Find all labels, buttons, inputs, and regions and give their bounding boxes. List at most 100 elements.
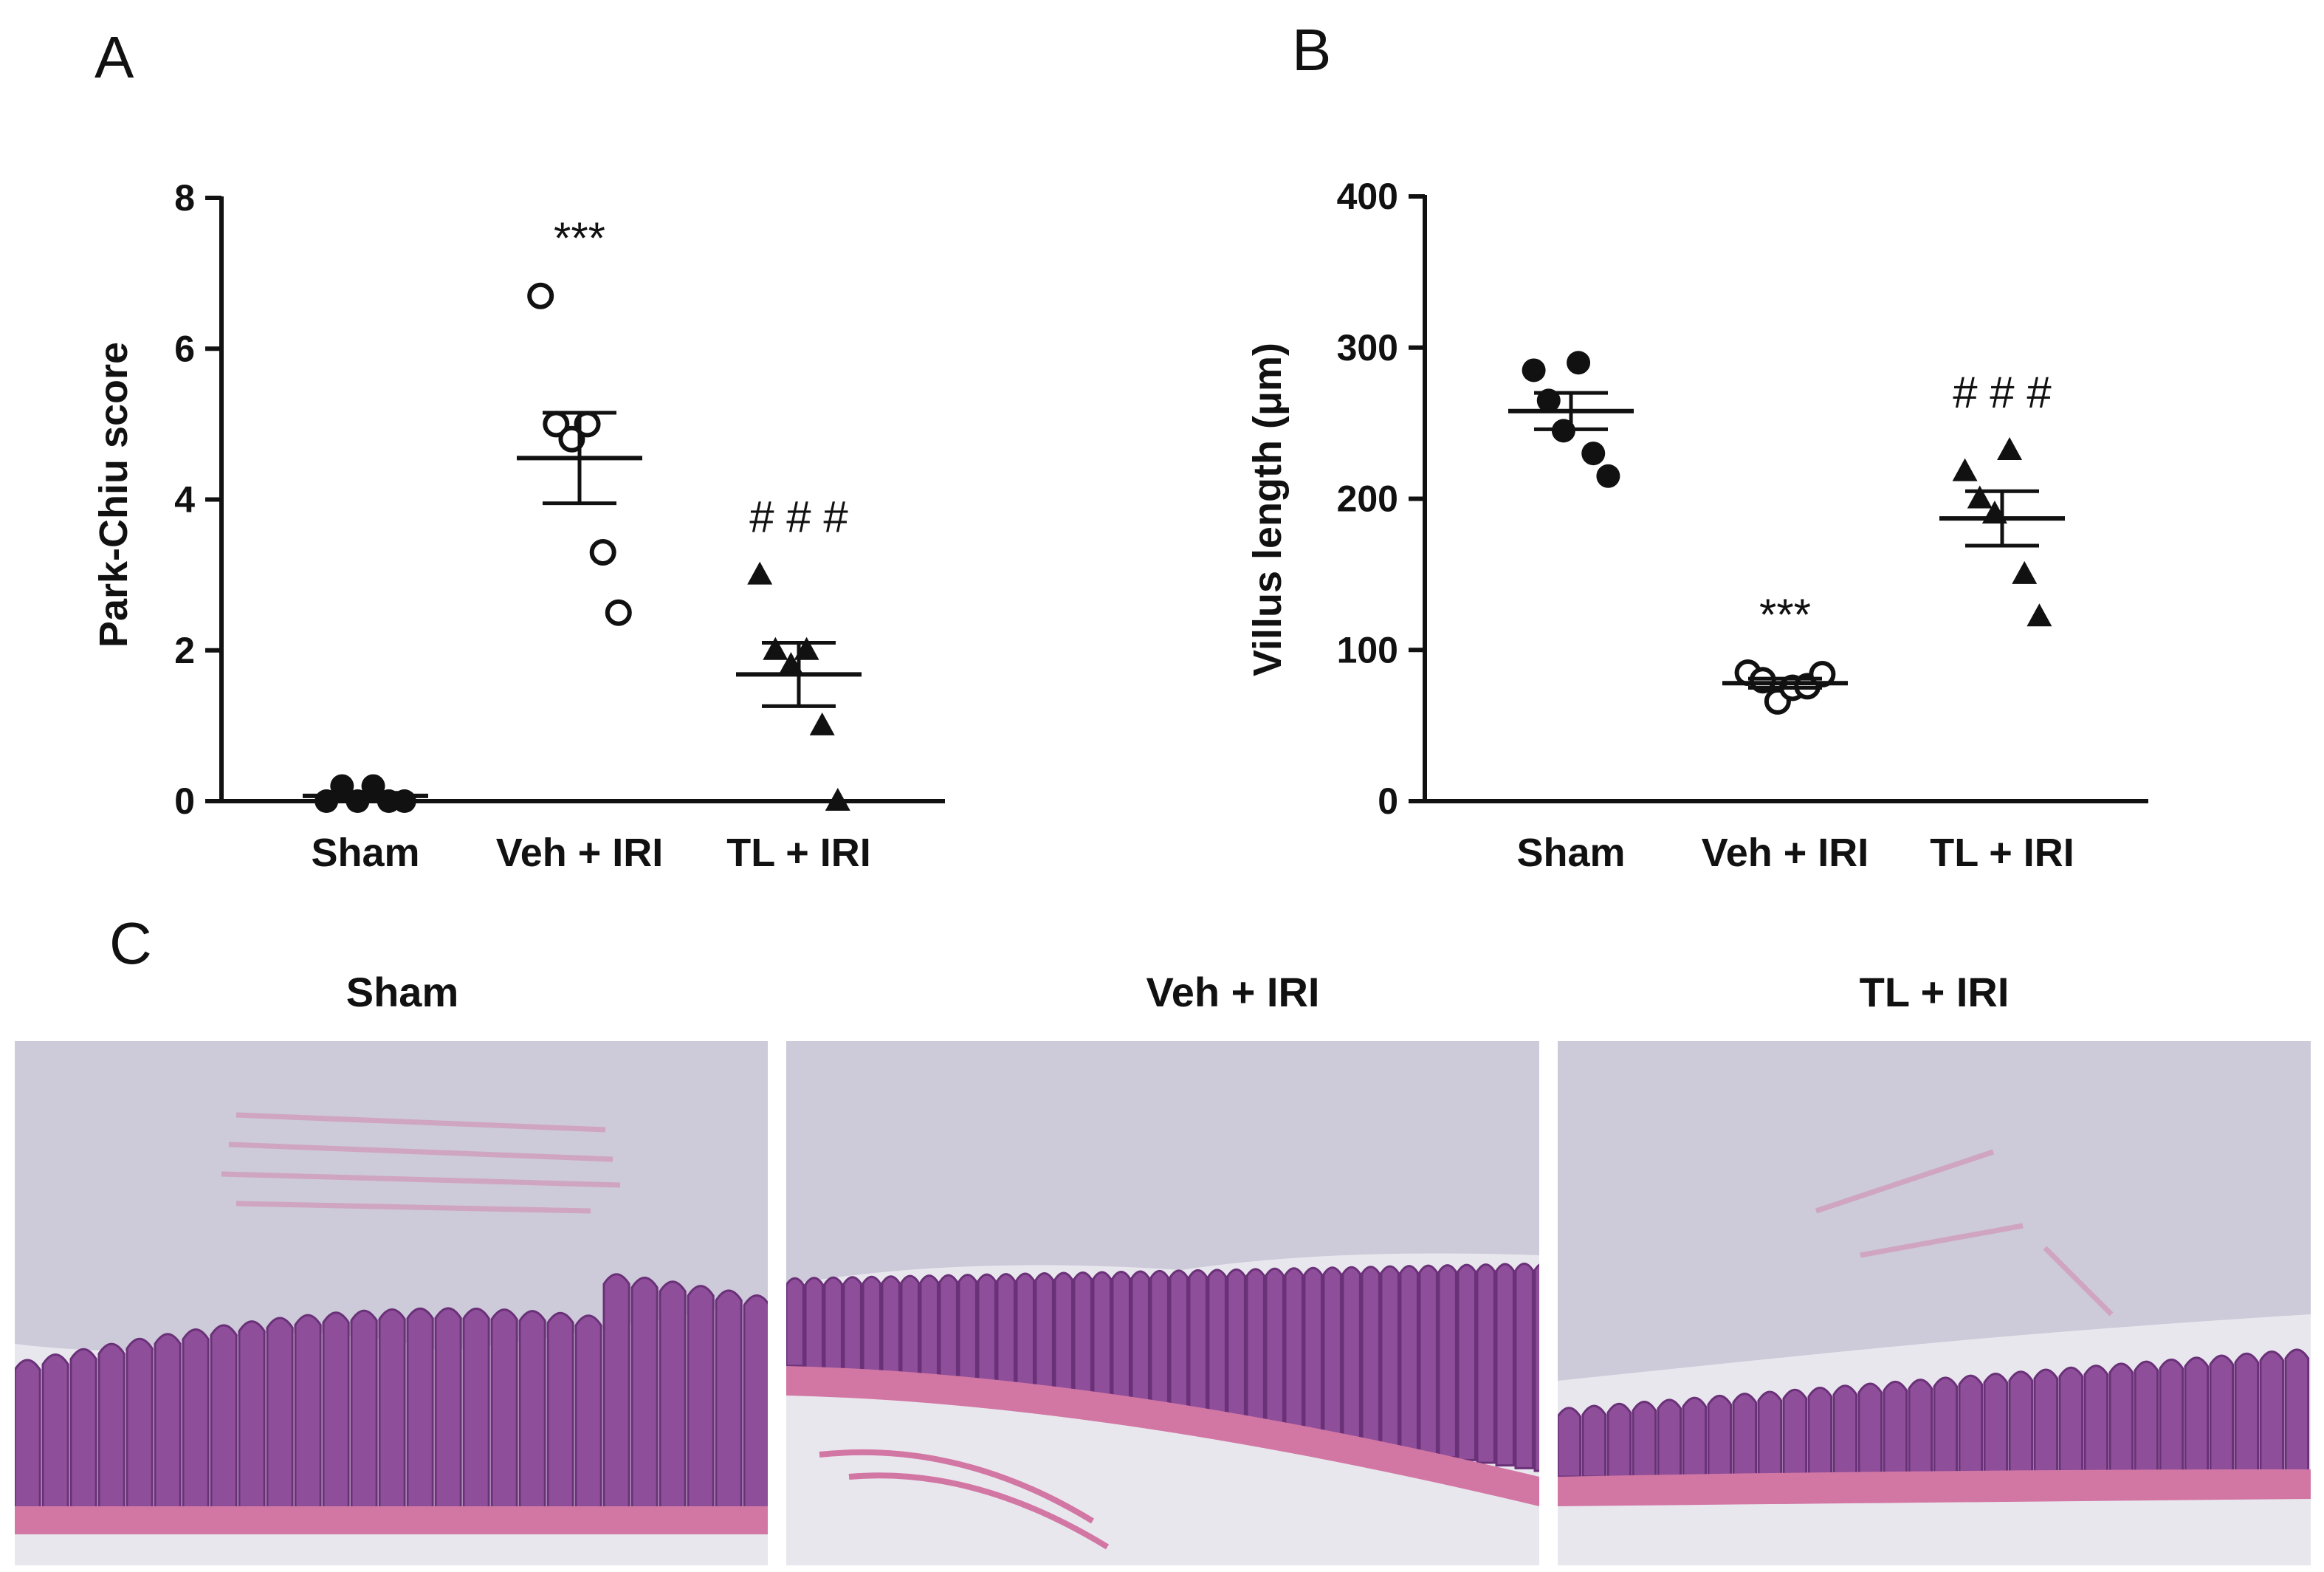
villus xyxy=(2108,1362,2134,1478)
villus xyxy=(1188,1269,1208,1424)
data-point xyxy=(825,788,850,811)
villus xyxy=(1857,1382,1883,1478)
significance-label: # # # xyxy=(1953,368,2052,417)
villus xyxy=(602,1273,630,1511)
significance-label: *** xyxy=(554,213,605,263)
data-point xyxy=(1596,464,1620,488)
villus xyxy=(1606,1402,1632,1478)
villus xyxy=(1418,1264,1438,1456)
villus xyxy=(1073,1271,1093,1408)
micrograph-veh-iri xyxy=(786,1041,1539,1565)
villus xyxy=(1457,1263,1476,1461)
villus xyxy=(2234,1352,2260,1478)
debris-region xyxy=(786,1041,1539,1285)
villus xyxy=(862,1275,881,1379)
villus xyxy=(804,1277,824,1370)
micrograph-label-tl-iri: TL + IRI xyxy=(1860,969,2010,1015)
villus xyxy=(1958,1374,1984,1478)
villus xyxy=(2058,1366,2084,1478)
villus xyxy=(1533,1263,1539,1472)
villus xyxy=(659,1280,687,1511)
vessel xyxy=(819,1449,1110,1550)
villus xyxy=(2083,1365,2109,1478)
data-point xyxy=(589,538,616,566)
villus xyxy=(1284,1267,1304,1438)
villus xyxy=(1015,1272,1035,1400)
villus xyxy=(1581,1404,1607,1478)
chart-park-chiu: Park-Chiu score 0 2 4 6 8 Sham Veh + IRI TL + I… xyxy=(92,177,945,875)
villus xyxy=(996,1273,1016,1397)
villus xyxy=(842,1276,862,1376)
villus xyxy=(210,1324,238,1511)
villus xyxy=(823,1276,843,1373)
y-tick-label: 200 xyxy=(1337,478,1398,520)
x-category-label: TL + IRI xyxy=(1930,831,2074,875)
villus xyxy=(715,1289,743,1511)
villi xyxy=(786,1263,1539,1472)
villus xyxy=(266,1317,294,1511)
villus xyxy=(881,1275,901,1381)
villus xyxy=(1207,1269,1227,1427)
villus xyxy=(322,1311,350,1511)
villus xyxy=(1437,1264,1457,1459)
muscularis-layer xyxy=(15,1506,768,1534)
villus xyxy=(238,1320,266,1511)
villus xyxy=(1322,1266,1342,1443)
villus xyxy=(69,1348,97,1511)
villus xyxy=(1130,1270,1150,1416)
villus xyxy=(546,1311,574,1511)
villus xyxy=(900,1274,920,1384)
villus xyxy=(1361,1266,1381,1448)
villus xyxy=(1883,1380,1908,1478)
y-tick-label: 2 xyxy=(174,630,195,671)
villus xyxy=(1514,1263,1534,1469)
data-point xyxy=(763,636,788,660)
chart-villus-length: Villus length (μm) 0 100 200 300 400 Sham Veh … xyxy=(1245,176,2148,875)
villus xyxy=(434,1307,462,1511)
y-tick-label: 0 xyxy=(174,780,195,822)
villus xyxy=(1558,1407,1582,1478)
y-tick-label: 300 xyxy=(1337,327,1398,368)
villus xyxy=(1053,1271,1073,1405)
x-category-label: Veh + IRI xyxy=(1702,831,1869,875)
villus xyxy=(154,1333,182,1511)
significance-label: *** xyxy=(1759,590,1811,639)
villus xyxy=(1399,1265,1419,1453)
villus xyxy=(350,1309,378,1511)
data-point xyxy=(1997,436,2023,460)
villus xyxy=(786,1277,805,1367)
data-point xyxy=(527,282,554,309)
serosa-band xyxy=(786,1366,1539,1506)
villus xyxy=(406,1307,434,1511)
panel-letter-b: B xyxy=(1292,17,1331,83)
villus xyxy=(1832,1384,1858,1478)
y-tick-label: 100 xyxy=(1337,629,1398,670)
villus xyxy=(1908,1379,1933,1478)
villus xyxy=(1341,1266,1361,1446)
villus xyxy=(15,1359,41,1511)
villus xyxy=(2008,1370,2034,1478)
villus xyxy=(2209,1354,2235,1478)
debris-region xyxy=(15,1041,768,1351)
villus xyxy=(2033,1368,2059,1478)
data-point xyxy=(558,425,585,453)
villus xyxy=(41,1353,69,1511)
villus xyxy=(1245,1268,1265,1432)
data-point xyxy=(2012,560,2038,584)
villus xyxy=(1226,1268,1246,1429)
y-axis-title: Park-Chiu score xyxy=(92,342,136,648)
villus xyxy=(1707,1394,1733,1478)
villus xyxy=(1757,1390,1783,1478)
data-point xyxy=(1581,442,1606,466)
villus xyxy=(1807,1387,1833,1478)
panel-letter-a: A xyxy=(94,24,134,90)
panel-letter-c: C xyxy=(109,910,152,976)
villus xyxy=(958,1274,977,1392)
data-point xyxy=(1952,458,1978,481)
villus xyxy=(1632,1401,1657,1478)
villus xyxy=(938,1274,958,1389)
villus xyxy=(1380,1265,1400,1451)
villus xyxy=(977,1273,997,1394)
data-point xyxy=(747,561,773,585)
